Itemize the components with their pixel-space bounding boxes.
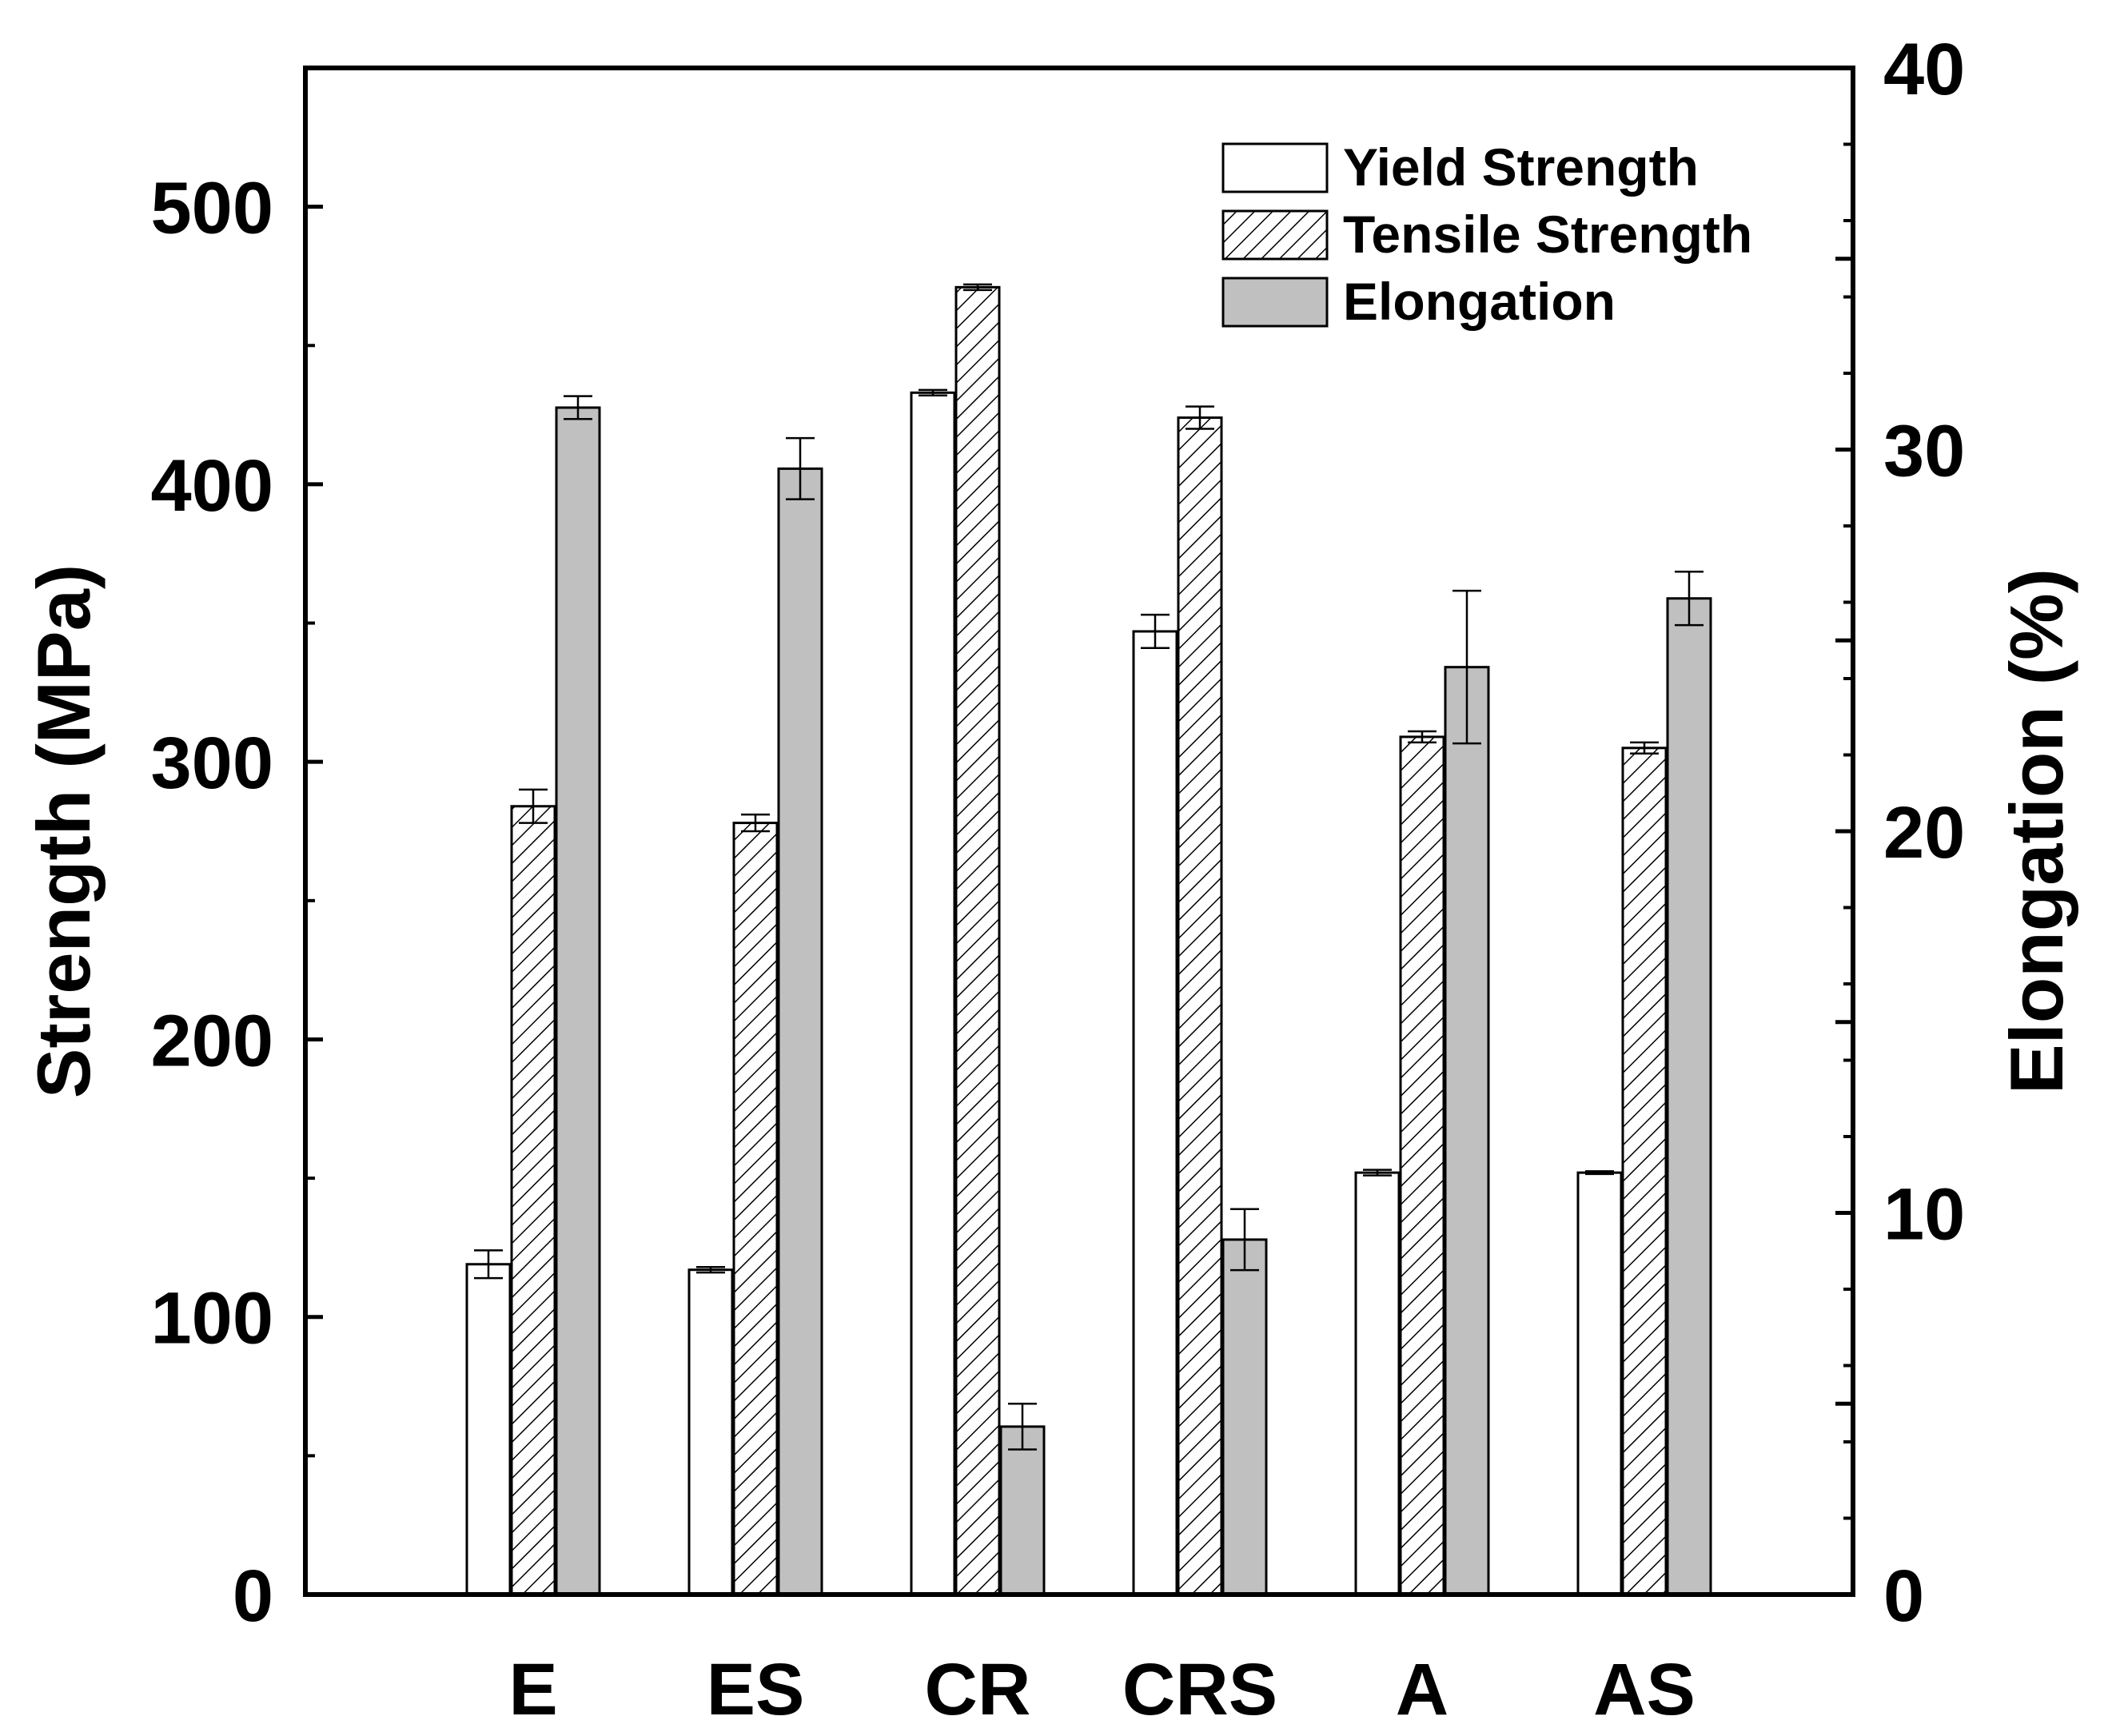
bar-es-tensile-strength <box>732 822 779 1596</box>
error-bar-as-yield-strength <box>1585 1170 1614 1176</box>
error-bar-a-elongation <box>1452 589 1481 745</box>
left-tick-label: 100 <box>151 1278 274 1360</box>
legend: Yield Strength Tensile Strength Elongation <box>1221 137 1752 331</box>
error-bar-cr-yield-strength <box>919 388 947 397</box>
legend-item-yield-strength: Yield Strength <box>1221 137 1699 197</box>
labels-layer: E ES CR CRS A AS 0 100 200 300 400 500 0 10 20 30 40 Stre… <box>22 29 2078 1730</box>
bar-e-tensile-strength <box>510 805 556 1596</box>
category-label-cr: CR <box>925 1649 1031 1730</box>
bar-e-yield-strength <box>465 1263 512 1596</box>
right-tick-label: 10 <box>1883 1174 1965 1256</box>
legend-swatch <box>1221 277 1329 328</box>
error-bar-a-tensile-strength <box>1408 730 1437 744</box>
bar-a-elongation <box>1444 666 1490 1596</box>
right-axis-title: Elongation (%) <box>1994 568 2078 1094</box>
category-label-a: A <box>1396 1649 1449 1730</box>
bar-cr-tensile-strength <box>954 285 1001 1596</box>
error-bar-es-elongation <box>786 436 815 500</box>
bar-crs-yield-strength <box>1132 630 1178 1596</box>
bar-a-yield-strength <box>1354 1171 1401 1596</box>
left-tick-label: 300 <box>151 723 274 804</box>
bar-cr-elongation <box>999 1425 1046 1596</box>
legend-label: Elongation <box>1343 272 1616 331</box>
bar-es-elongation <box>777 467 823 1596</box>
bar-crs-tensile-strength <box>1177 416 1223 1596</box>
error-bars-layer <box>474 283 1704 1451</box>
category-label-es: ES <box>707 1649 805 1730</box>
legend-swatch <box>1221 142 1329 193</box>
error-bar-a-yield-strength <box>1363 1169 1392 1177</box>
left-tick-label: 500 <box>151 168 274 249</box>
bar-crs-elongation <box>1221 1238 1268 1596</box>
bar-a-tensile-strength <box>1399 735 1445 1596</box>
left-axis-title: Strength (MPa) <box>22 564 106 1098</box>
bar-es-yield-strength <box>687 1268 734 1596</box>
bar-cr-yield-strength <box>910 391 956 1596</box>
error-bar-as-tensile-strength <box>1630 741 1659 755</box>
left-tick-label: 400 <box>151 445 274 527</box>
error-bar-e-elongation <box>564 395 592 420</box>
right-tick-label: 0 <box>1883 1555 1924 1637</box>
error-bar-as-elongation <box>1675 571 1704 627</box>
category-label-e: E <box>508 1649 557 1730</box>
legend-item-elongation: Elongation <box>1221 272 1616 331</box>
legend-item-tensile-strength: Tensile Strength <box>1221 205 1752 264</box>
error-bar-es-tensile-strength <box>741 813 770 833</box>
error-bar-cr-elongation <box>1008 1403 1037 1451</box>
legend-label: Tensile Strength <box>1343 205 1752 264</box>
bars-layer <box>465 285 1712 1596</box>
bar-as-tensile-strength <box>1621 747 1668 1596</box>
category-label-crs: CRS <box>1122 1649 1277 1730</box>
error-bar-crs-elongation <box>1230 1208 1259 1272</box>
left-tick-label: 0 <box>233 1555 273 1637</box>
right-tick-label: 20 <box>1883 792 1965 874</box>
error-bar-crs-tensile-strength <box>1186 405 1214 430</box>
error-bar-es-yield-strength <box>696 1265 725 1274</box>
bar-e-elongation <box>555 406 601 1596</box>
right-tick-label: 40 <box>1883 29 1965 110</box>
legend-swatch <box>1221 209 1329 261</box>
right-tick-label: 30 <box>1883 411 1965 492</box>
left-tick-label: 200 <box>151 1000 274 1081</box>
error-bar-e-tensile-strength <box>519 788 548 824</box>
bar-as-yield-strength <box>1576 1171 1623 1596</box>
error-bar-cr-tensile-strength <box>963 283 992 292</box>
axes-layer <box>303 66 1855 1597</box>
legend-label: Yield Strength <box>1343 137 1699 197</box>
error-bar-e-yield-strength <box>474 1249 503 1280</box>
bar-as-elongation <box>1666 597 1712 1596</box>
error-bar-crs-yield-strength <box>1141 613 1170 650</box>
category-label-as: AS <box>1593 1649 1696 1730</box>
